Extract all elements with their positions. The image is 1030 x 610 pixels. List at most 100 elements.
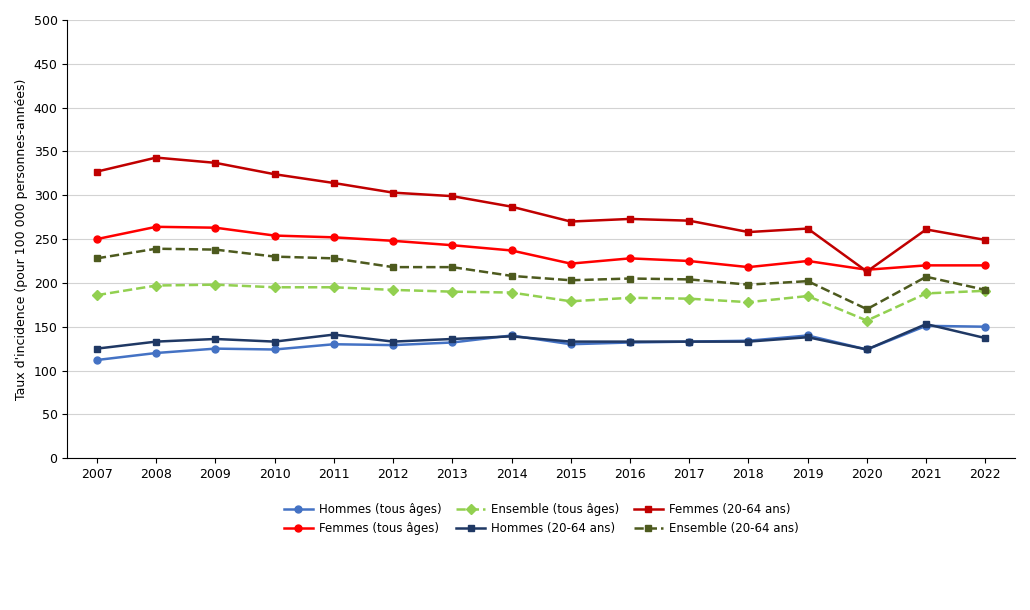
Ensemble (tous âges) (743, 298, 755, 306)
Femmes (tous âges) (861, 266, 873, 273)
Hommes (20-64 ans) (91, 345, 103, 353)
Hommes (tous âges) (387, 342, 400, 349)
Hommes (20-64 ans) (683, 338, 695, 345)
Femmes (20-64 ans) (446, 193, 458, 200)
Line: Femmes (20-64 ans): Femmes (20-64 ans) (94, 154, 989, 275)
Ensemble (tous âges) (920, 290, 932, 297)
Line: Hommes (20-64 ans): Hommes (20-64 ans) (94, 321, 989, 353)
Femmes (20-64 ans) (269, 171, 281, 178)
Y-axis label: Taux d'incidence (pour 100 000 personnes-années): Taux d'incidence (pour 100 000 personnes… (15, 79, 28, 400)
Femmes (20-64 ans) (920, 226, 932, 233)
Femmes (20-64 ans) (624, 215, 637, 223)
Hommes (tous âges) (980, 323, 992, 331)
Femmes (20-64 ans) (564, 218, 577, 225)
Femmes (tous âges) (387, 237, 400, 245)
Ensemble (20-64 ans) (980, 286, 992, 293)
Ensemble (20-64 ans) (269, 253, 281, 260)
Ensemble (tous âges) (269, 284, 281, 291)
Ensemble (tous âges) (446, 288, 458, 295)
Hommes (20-64 ans) (624, 338, 637, 345)
Hommes (tous âges) (91, 356, 103, 364)
Hommes (tous âges) (269, 346, 281, 353)
Femmes (tous âges) (980, 262, 992, 269)
Ensemble (20-64 ans) (387, 264, 400, 271)
Line: Ensemble (tous âges): Ensemble (tous âges) (94, 281, 989, 324)
Hommes (tous âges) (743, 337, 755, 345)
Femmes (20-64 ans) (91, 168, 103, 175)
Femmes (tous âges) (743, 264, 755, 271)
Hommes (tous âges) (150, 350, 163, 357)
Hommes (tous âges) (446, 339, 458, 346)
Hommes (tous âges) (624, 339, 637, 346)
Femmes (tous âges) (683, 257, 695, 265)
Ensemble (20-64 ans) (328, 255, 340, 262)
Femmes (20-64 ans) (683, 217, 695, 224)
Femmes (20-64 ans) (328, 179, 340, 187)
Ensemble (20-64 ans) (920, 273, 932, 281)
Femmes (tous âges) (269, 232, 281, 239)
Femmes (tous âges) (446, 242, 458, 249)
Hommes (20-64 ans) (328, 331, 340, 339)
Ensemble (20-64 ans) (91, 255, 103, 262)
Ensemble (20-64 ans) (801, 278, 814, 285)
Hommes (20-64 ans) (150, 338, 163, 345)
Ensemble (tous âges) (683, 295, 695, 303)
Ensemble (20-64 ans) (446, 264, 458, 271)
Ensemble (20-64 ans) (506, 272, 518, 279)
Ensemble (tous âges) (801, 292, 814, 300)
Ensemble (tous âges) (387, 286, 400, 293)
Ensemble (tous âges) (150, 282, 163, 289)
Hommes (20-64 ans) (801, 334, 814, 341)
Hommes (20-64 ans) (920, 320, 932, 328)
Ensemble (tous âges) (564, 298, 577, 305)
Femmes (tous âges) (150, 223, 163, 231)
Femmes (20-64 ans) (861, 268, 873, 275)
Ensemble (20-64 ans) (743, 281, 755, 289)
Femmes (tous âges) (209, 224, 221, 231)
Femmes (tous âges) (564, 260, 577, 267)
Hommes (20-64 ans) (209, 336, 221, 343)
Ensemble (tous âges) (328, 284, 340, 291)
Femmes (20-64 ans) (150, 154, 163, 161)
Hommes (tous âges) (683, 338, 695, 345)
Femmes (tous âges) (328, 234, 340, 241)
Hommes (tous âges) (861, 346, 873, 353)
Hommes (tous âges) (564, 340, 577, 348)
Ensemble (tous âges) (624, 294, 637, 301)
Ensemble (tous âges) (861, 317, 873, 325)
Ensemble (tous âges) (209, 281, 221, 289)
Femmes (tous âges) (801, 257, 814, 265)
Femmes (tous âges) (624, 255, 637, 262)
Line: Ensemble (20-64 ans): Ensemble (20-64 ans) (94, 245, 989, 313)
Hommes (20-64 ans) (269, 338, 281, 345)
Hommes (20-64 ans) (980, 334, 992, 342)
Ensemble (20-64 ans) (564, 276, 577, 284)
Line: Hommes (tous âges): Hommes (tous âges) (94, 322, 989, 364)
Ensemble (20-64 ans) (683, 276, 695, 283)
Femmes (20-64 ans) (801, 225, 814, 232)
Femmes (tous âges) (920, 262, 932, 269)
Hommes (20-64 ans) (387, 338, 400, 345)
Hommes (20-64 ans) (506, 332, 518, 340)
Hommes (tous âges) (209, 345, 221, 353)
Ensemble (20-64 ans) (624, 275, 637, 282)
Hommes (20-64 ans) (446, 336, 458, 343)
Femmes (20-64 ans) (980, 236, 992, 243)
Legend: Hommes (tous âges), Femmes (tous âges), Ensemble (tous âges), Hommes (20-64 ans): Hommes (tous âges), Femmes (tous âges), … (279, 498, 803, 540)
Femmes (20-64 ans) (209, 159, 221, 167)
Hommes (20-64 ans) (564, 338, 577, 345)
Hommes (tous âges) (328, 340, 340, 348)
Femmes (20-64 ans) (743, 228, 755, 235)
Ensemble (20-64 ans) (209, 246, 221, 253)
Ensemble (tous âges) (980, 287, 992, 295)
Hommes (20-64 ans) (861, 346, 873, 353)
Line: Femmes (tous âges): Femmes (tous âges) (94, 223, 989, 273)
Hommes (tous âges) (506, 332, 518, 339)
Ensemble (20-64 ans) (150, 245, 163, 253)
Ensemble (tous âges) (506, 289, 518, 296)
Femmes (20-64 ans) (506, 203, 518, 210)
Hommes (20-64 ans) (743, 338, 755, 345)
Femmes (tous âges) (506, 247, 518, 254)
Ensemble (20-64 ans) (861, 306, 873, 313)
Femmes (20-64 ans) (387, 189, 400, 196)
